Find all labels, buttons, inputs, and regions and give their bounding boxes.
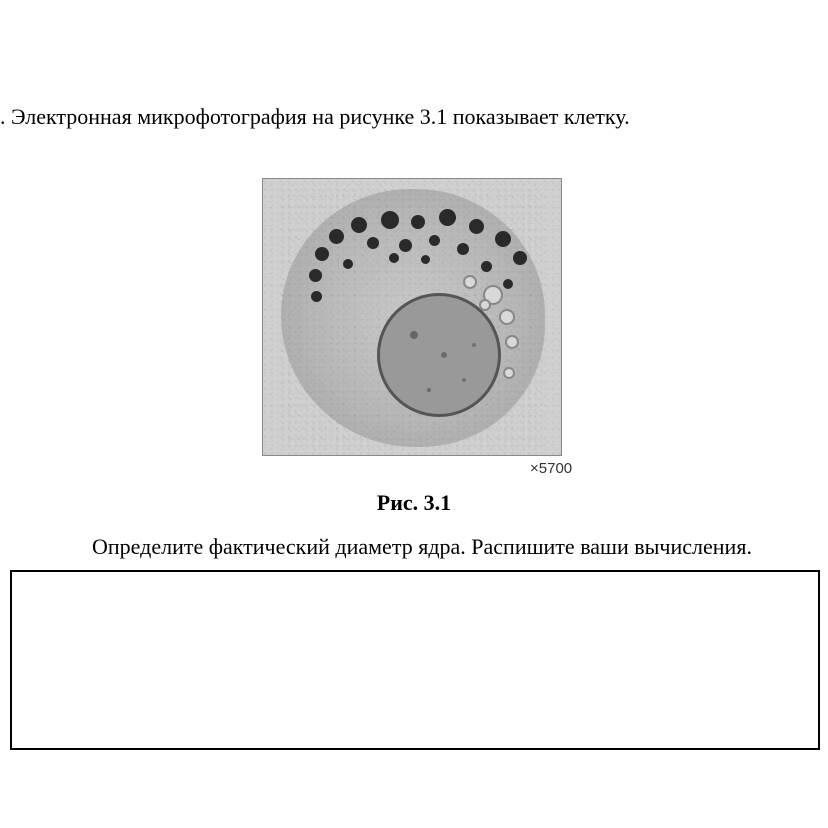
granule [457, 243, 469, 255]
granule [421, 255, 430, 264]
granule [469, 219, 484, 234]
granule [429, 235, 440, 246]
granule [481, 261, 492, 272]
granule [495, 231, 511, 247]
granule [309, 269, 322, 282]
question-prefix: . [0, 104, 11, 129]
vesicle [503, 367, 515, 379]
granule [389, 253, 399, 263]
granule [343, 259, 353, 269]
figure-container [262, 178, 562, 456]
question-body: Электронная микрофотография на рисунке 3… [11, 104, 630, 129]
task-text: Определите фактический диаметр ядра. Рас… [92, 534, 752, 560]
granule [381, 211, 399, 229]
granule [399, 239, 412, 252]
magnification-label: ×5700 [530, 460, 572, 477]
granule [351, 217, 367, 233]
vesicle [499, 309, 515, 325]
granule [311, 291, 322, 302]
nucleus [377, 293, 501, 417]
answer-box[interactable] [10, 570, 820, 750]
granule [315, 247, 329, 261]
granule [329, 229, 344, 244]
cell-body [281, 189, 545, 447]
granule [411, 215, 425, 229]
question-text: . Электронная микрофотография на рисунке… [0, 104, 630, 130]
vesicle [479, 299, 491, 311]
granule [503, 279, 513, 289]
figure-caption: Рис. 3.1 [0, 490, 828, 516]
granule [367, 237, 379, 249]
vesicle [463, 275, 477, 289]
cell-micrograph [262, 178, 562, 456]
granule [513, 251, 527, 265]
vesicle [505, 335, 519, 349]
granule [439, 209, 456, 226]
